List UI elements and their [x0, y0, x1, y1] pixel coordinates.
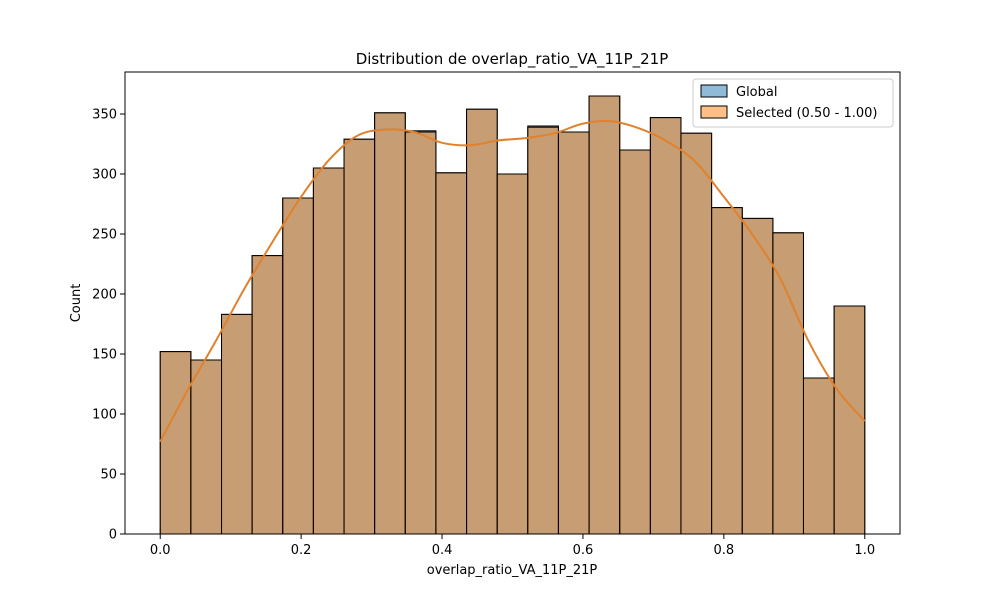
y-tick-label: 0: [109, 528, 117, 543]
bar-selected-12: [527, 126, 559, 535]
chart-title: Distribution de overlap_ratio_VA_11P_21P: [356, 50, 669, 69]
bar-selected-8: [404, 131, 437, 535]
legend-swatch-selected: [700, 105, 728, 119]
bar-selected-17: [680, 132, 713, 535]
y-tick-label: 200: [92, 288, 117, 303]
bar-selected-0: [159, 351, 192, 535]
x-tick-label: 0.6: [573, 543, 594, 558]
axes-frame: [124, 71, 901, 535]
bar-selected-6: [343, 138, 376, 535]
kde-layer: [159, 119, 866, 443]
bar-selected-14: [588, 95, 621, 535]
y-tick-label: 50: [100, 468, 117, 483]
bar-selected-4: [282, 197, 314, 535]
bar-selected-9: [435, 172, 468, 535]
bar-selected-21: [802, 377, 835, 535]
y-tick-label: 250: [92, 228, 117, 243]
y-tick-label: 100: [92, 408, 117, 423]
x-axis-ticks: 0.0 0.2 0.4 0.6 0.8 1.0: [150, 534, 875, 558]
bar-selected-11: [496, 173, 529, 535]
legend-box: [692, 78, 894, 128]
x-tick-label: 1.0: [854, 543, 875, 558]
x-tick-label: 0.0: [150, 543, 171, 558]
x-axis-label: overlap_ratio_VA_11P_21P: [427, 563, 598, 578]
x-tick-label: 0.2: [291, 543, 312, 558]
bar-selected-13: [557, 131, 590, 535]
kde-curve: [159, 119, 866, 443]
x-tick-label: 0.4: [432, 543, 453, 558]
legend-swatch-global: [700, 84, 728, 98]
x-tick-label: 0.8: [714, 543, 735, 558]
bars-layer: [159, 95, 866, 535]
y-tick-label: 150: [92, 348, 117, 363]
bar-selected-15: [619, 149, 651, 535]
bar-selected-10: [466, 108, 498, 535]
bar-selected-7: [374, 112, 406, 535]
bar-selected-1: [190, 359, 223, 535]
bar-selected-2: [221, 313, 253, 535]
y-axis-label: Count: [69, 284, 84, 323]
legend: Global Selected (0.50 - 1.00): [692, 78, 894, 128]
y-tick-label: 300: [92, 168, 117, 183]
bar-selected-22: [833, 305, 866, 535]
bar-selected-5: [312, 167, 345, 535]
legend-label-selected: Selected (0.50 - 1.00): [736, 106, 877, 121]
bar-selected-16: [649, 117, 682, 535]
bar-selected-18: [711, 207, 743, 535]
bar-selected-3: [251, 255, 284, 535]
legend-label-global: Global: [736, 85, 777, 100]
bar-selected-19: [741, 217, 774, 535]
y-tick-label: 350: [92, 108, 117, 123]
bar-selected-20: [772, 232, 804, 535]
y-axis-ticks: 0 50 100 150 200 250 300 350: [92, 108, 125, 543]
